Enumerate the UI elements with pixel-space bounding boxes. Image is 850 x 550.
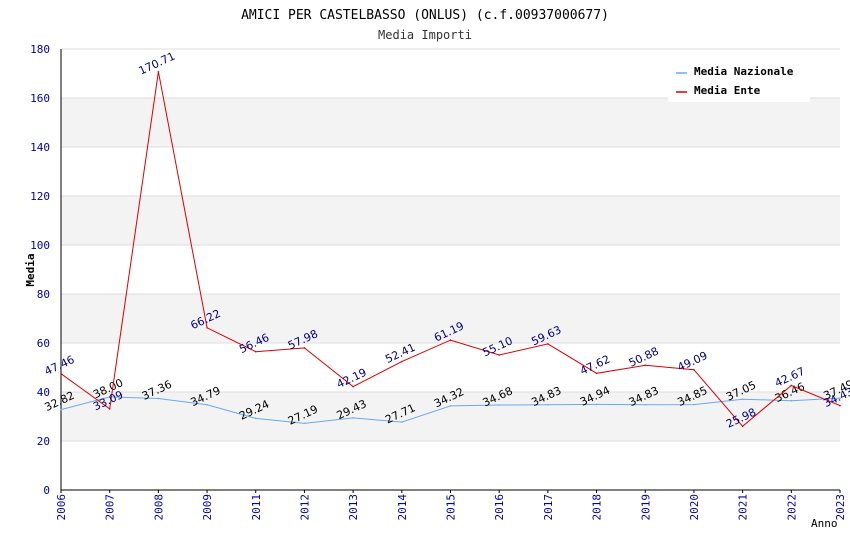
data-point-media-nazionale	[693, 403, 695, 406]
data-point-media-ente	[644, 364, 647, 367]
data-point-media-ente	[741, 425, 744, 428]
legend-box	[668, 58, 810, 102]
x-tick-label: 2022	[785, 494, 798, 521]
x-tick-label: 2009	[201, 494, 214, 521]
data-point-media-nazionale	[352, 417, 354, 419]
data-point-media-ente	[401, 360, 403, 363]
data-label-media-ente: 47.62	[578, 353, 612, 378]
x-tick-label: 2017	[542, 494, 555, 521]
legend-label-media-nazionale: Media Nazionale	[694, 65, 794, 78]
x-tick-label: 2021	[737, 494, 750, 521]
data-point-media-ente	[595, 372, 598, 375]
y-tick-label: 100	[30, 239, 50, 252]
data-point-media-ente	[206, 326, 208, 329]
data-point-media-nazionale	[157, 397, 160, 400]
y-tick-label: 40	[37, 386, 50, 399]
legend: Media Nazionale Media Ente	[668, 58, 810, 102]
data-point-media-ente	[108, 408, 111, 410]
data-point-media-nazionale	[254, 417, 257, 420]
legend-label-media-ente: Media Ente	[694, 84, 761, 97]
grid-band	[61, 196, 840, 245]
chart-subtitle: Media Importi	[378, 28, 472, 42]
y-tick-label: 20	[37, 435, 50, 448]
y-tick-label: 60	[37, 337, 50, 350]
data-point-media-nazionale	[108, 396, 111, 398]
data-point-media-ente	[60, 372, 62, 375]
x-tick-label: 2008	[152, 494, 165, 521]
data-point-media-nazionale	[60, 408, 62, 411]
data-point-media-nazionale	[449, 405, 452, 407]
data-point-media-nazionale	[644, 403, 647, 406]
data-point-media-nazionale	[595, 403, 598, 406]
grid-band	[61, 392, 840, 441]
data-point-media-nazionale	[401, 421, 403, 423]
data-point-media-ente	[449, 339, 452, 341]
data-label-media-ente: 49.09	[675, 349, 709, 374]
data-label-media-ente: 42.19	[335, 366, 369, 391]
data-point-media-nazionale	[790, 399, 793, 402]
data-point-media-nazionale	[839, 397, 841, 399]
x-tick-label: 2016	[493, 494, 506, 521]
data-point-media-ente	[303, 347, 306, 349]
x-tick-label: 2014	[396, 494, 409, 521]
data-point-media-ente	[498, 354, 500, 356]
data-point-media-nazionale	[547, 403, 549, 406]
data-point-media-ente	[157, 70, 160, 73]
y-axis-label: Media	[24, 253, 37, 286]
data-point-media-ente	[547, 343, 549, 345]
x-tick-label: 2020	[688, 494, 701, 521]
grid-band	[61, 98, 840, 147]
x-tick-label: 2019	[639, 494, 652, 521]
data-point-media-ente	[254, 350, 257, 353]
y-tick-label: 180	[30, 43, 50, 56]
chart-title: AMICI PER CASTELBASSO (ONLUS) (c.f.00937…	[241, 8, 609, 23]
y-tick-label: 140	[30, 141, 50, 154]
x-tick-label: 2023	[834, 494, 847, 521]
x-tick-label: 2012	[298, 494, 311, 521]
y-tick-label: 120	[30, 190, 50, 203]
data-point-media-nazionale	[206, 403, 208, 406]
data-point-media-ente	[352, 385, 354, 388]
x-tick-label: 2006	[55, 494, 68, 521]
data-point-media-ente	[693, 368, 695, 371]
data-label-media-ente: 170.71	[137, 50, 177, 78]
y-tick-label: 160	[30, 92, 50, 105]
x-tick-label: 2015	[445, 494, 458, 521]
x-tick-label: 2007	[104, 494, 117, 521]
x-axis-label: Anno	[811, 517, 838, 530]
x-tick-label: 2011	[250, 494, 263, 521]
data-point-media-nazionale	[303, 422, 306, 425]
data-point-media-nazionale	[741, 398, 744, 401]
x-tick-label: 2013	[347, 494, 360, 521]
data-point-media-nazionale	[498, 404, 500, 406]
data-point-media-ente	[839, 404, 841, 407]
y-tick-label: 0	[43, 484, 50, 497]
x-tick-label: 2018	[591, 494, 604, 521]
y-tick-label: 80	[37, 288, 50, 301]
data-point-media-ente	[790, 384, 793, 387]
data-label-media-ente: 47.46	[42, 353, 76, 378]
grid-band	[61, 294, 840, 343]
